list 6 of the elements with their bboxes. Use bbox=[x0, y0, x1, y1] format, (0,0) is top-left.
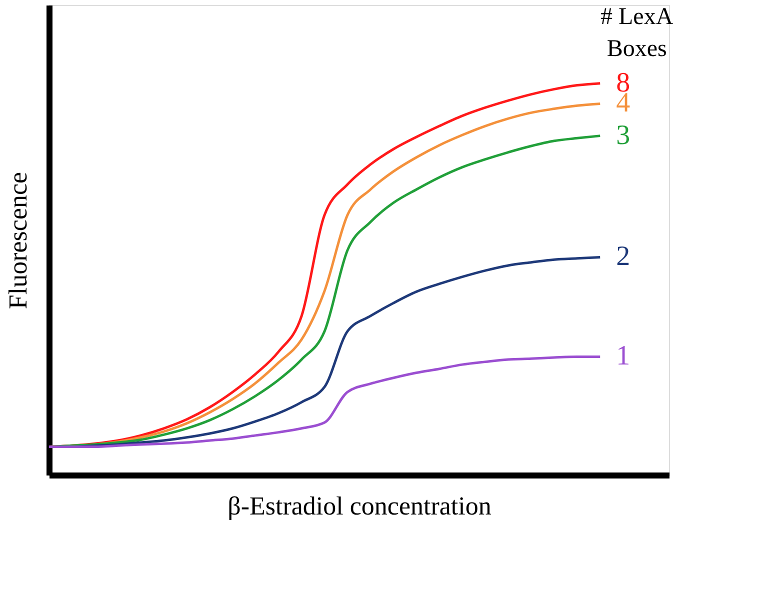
series-label: 1 bbox=[616, 340, 630, 372]
legend-title: # LexA Boxes bbox=[600, 4, 674, 62]
x-axis-title: β-Estradiol concentration bbox=[228, 492, 492, 520]
series-label: 3 bbox=[616, 120, 630, 151]
y-axis-title: Fluorescence bbox=[4, 172, 32, 310]
series-label: 2 bbox=[616, 241, 630, 272]
